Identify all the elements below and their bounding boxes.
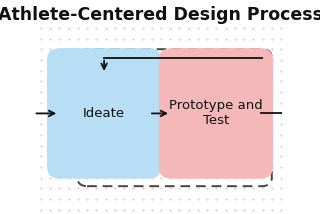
Text: Prototype and
Test: Prototype and Test [169, 100, 263, 127]
FancyBboxPatch shape [47, 48, 161, 179]
Text: Ideate: Ideate [83, 107, 125, 120]
FancyBboxPatch shape [159, 48, 273, 179]
Text: Athlete-Centered Design Process: Athlete-Centered Design Process [0, 6, 320, 24]
